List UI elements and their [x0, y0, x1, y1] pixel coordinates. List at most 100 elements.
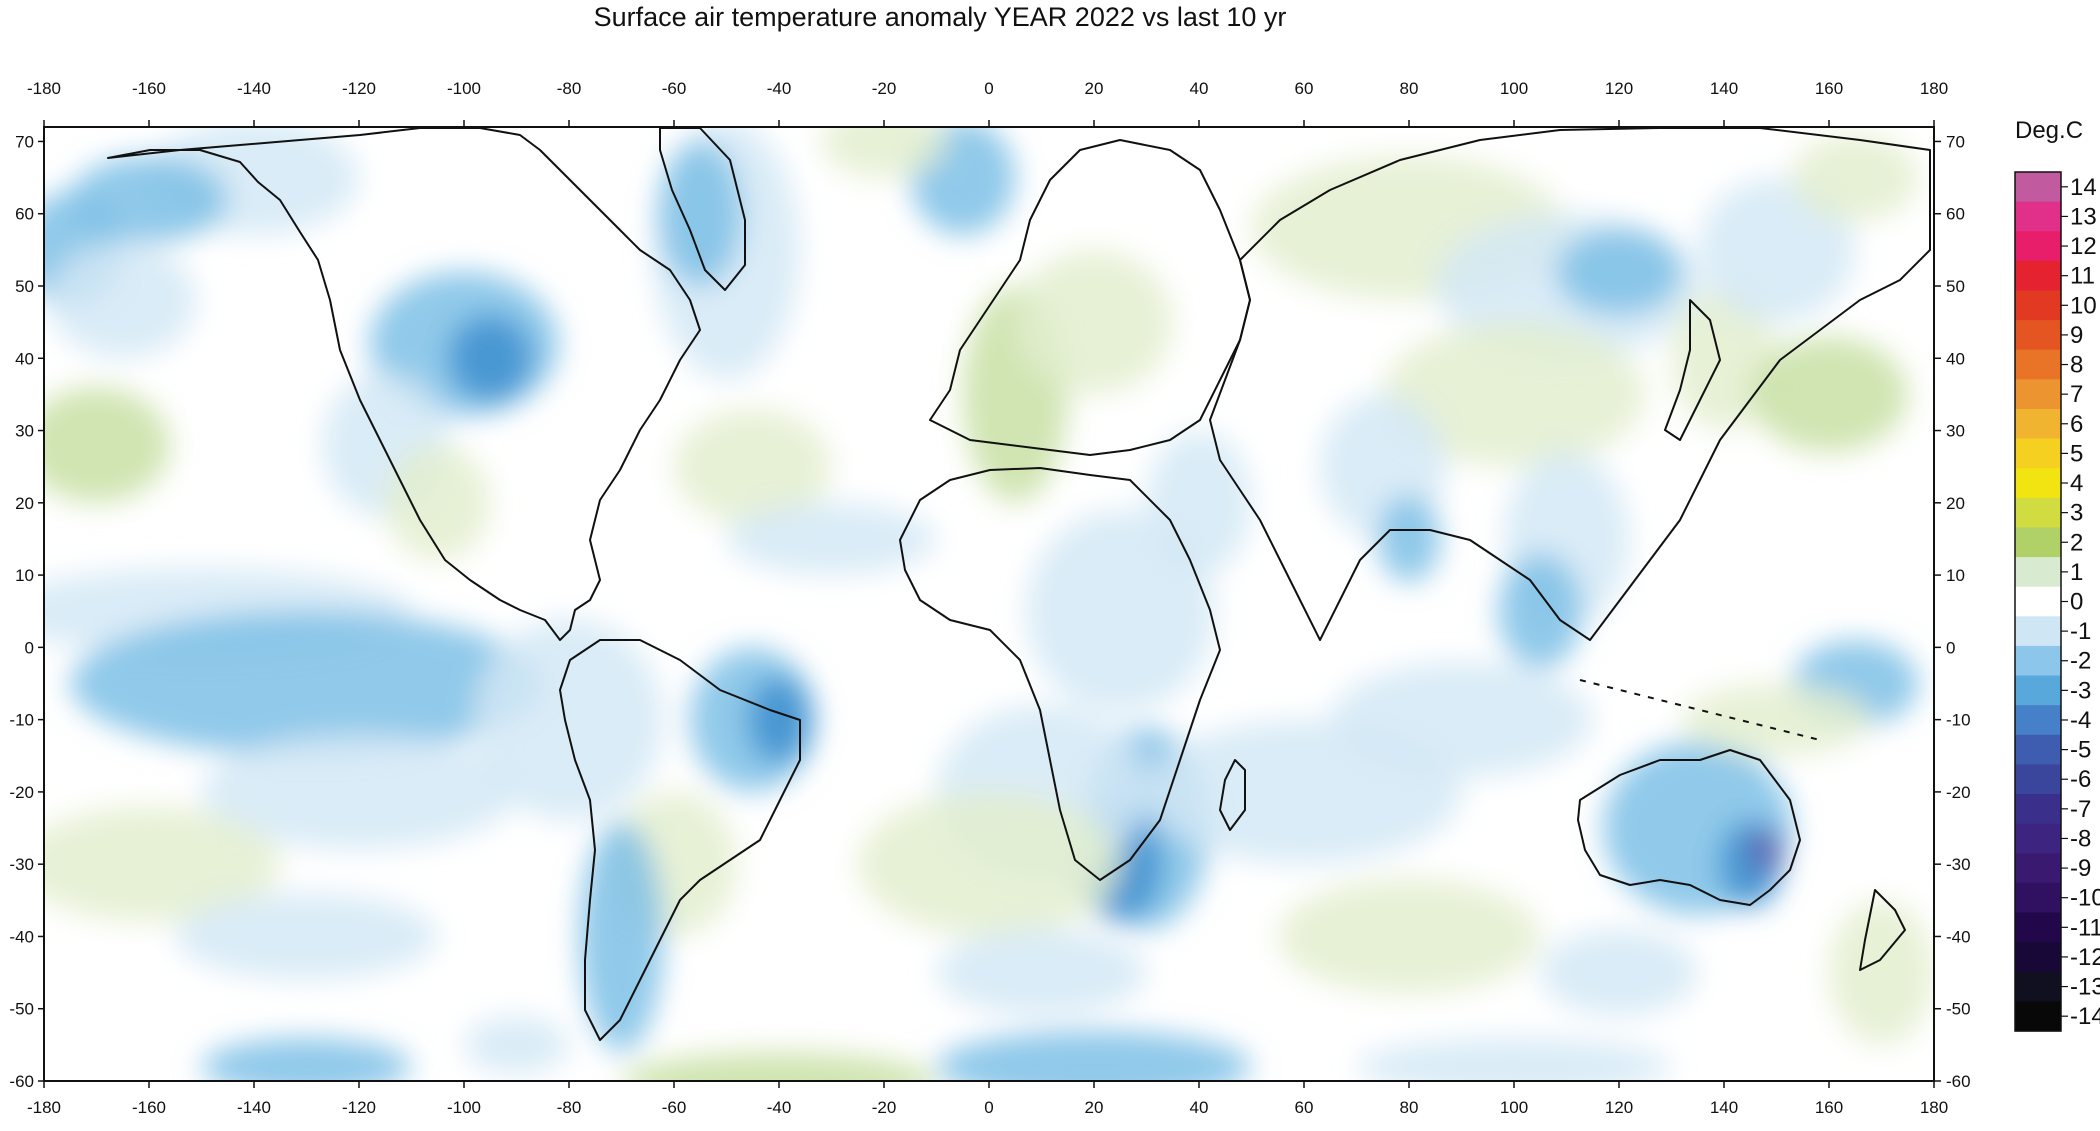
longitude-axis-bottom: -180 -160 -140 -120 -100 -80 -60 -40 -20 0 20 40 60 8… — [27, 1081, 1948, 1117]
lat-tick-label-right: 30 — [1946, 422, 1965, 441]
lat-tick-label-left: -40 — [9, 927, 34, 946]
colorbar-tick-label: 5 — [2070, 440, 2083, 467]
anomaly-region — [44, 387, 170, 503]
colorbar-tick-label: 4 — [2070, 470, 2083, 497]
colorbar-swatch — [2015, 260, 2061, 292]
colorbar-swatch — [2015, 853, 2061, 884]
colorbar-tick-label: -7 — [2070, 796, 2091, 823]
colorbar-swatch — [2015, 379, 2061, 410]
colorbar-swatch — [2015, 764, 2061, 795]
lon-tick-label-top: -180 — [27, 79, 61, 98]
colorbar-tick-label: 3 — [2070, 500, 2083, 527]
anomaly-region — [1540, 929, 1698, 1016]
anomaly-region — [1498, 553, 1583, 670]
lon-tick-label-top: 60 — [1295, 79, 1314, 98]
lat-tick-label-right: 0 — [1946, 638, 1955, 657]
anomaly-region — [936, 1030, 1252, 1081]
colorbar-tick-label: -3 — [2070, 677, 2091, 704]
lon-tick-label-top: 160 — [1815, 79, 1843, 98]
colorbar-legend: Deg.C 14131211109876543210-1-2-3-4-5-6-7… — [2014, 117, 2100, 1032]
latitude-axis-right: 70 60 50 40 30 20 10 0 -10 -20 -30 -40 -50 -60 — [1934, 132, 1971, 1091]
lat-tick-label-right: -60 — [1946, 1072, 1971, 1091]
lat-tick-label-left: -30 — [9, 855, 34, 874]
anomaly-region — [49, 242, 197, 359]
colorbar-tick-label: -13 — [2070, 974, 2100, 1001]
lat-tick-label-left: 0 — [25, 638, 34, 657]
colorbar-swatch — [2015, 172, 2061, 203]
anomaly-region — [44, 806, 281, 922]
anomaly-region — [1556, 228, 1682, 315]
temperature-anomaly-field — [44, 127, 1934, 1081]
anomaly-region — [674, 408, 832, 525]
colorbar-unit-label: Deg.C — [2015, 117, 2083, 144]
lon-tick-label-top: 100 — [1500, 79, 1528, 98]
anomaly-region — [201, 734, 517, 850]
lat-tick-label-left: 30 — [15, 422, 34, 441]
lat-tick-label-right: 10 — [1946, 566, 1965, 585]
lon-tick-label-bottom: 180 — [1920, 1098, 1948, 1117]
anomaly-region — [201, 1037, 412, 1081]
anomaly-region — [621, 1052, 937, 1081]
anomaly-region — [658, 141, 743, 286]
colorbar-tick-label: -4 — [2070, 707, 2091, 734]
colorbar-tick-label: 14 — [2070, 174, 2097, 201]
lat-tick-label-right: 40 — [1946, 349, 1965, 368]
colorbar-swatch — [2015, 705, 2061, 736]
lat-tick-label-right: -10 — [1946, 711, 1971, 730]
anomaly-region — [747, 676, 811, 763]
colorbar-swatch — [2015, 882, 2061, 914]
latitude-axis-left: 70 60 50 40 30 20 10 0 -10 -20 -30 -40 -50 -60 — [9, 132, 44, 1091]
lat-tick-label-left: -20 — [9, 783, 34, 802]
lat-tick-label-right: 50 — [1946, 277, 1965, 296]
colorbar-swatch — [2015, 942, 2061, 973]
lat-tick-label-left: 10 — [15, 566, 34, 585]
colorbar-tick-label: 13 — [2070, 203, 2097, 230]
colorbar-tick-label: -1 — [2070, 618, 2091, 645]
colorbar-swatch — [2015, 912, 2061, 943]
colorbar-swatch — [2015, 586, 2061, 617]
anomaly-region — [1377, 495, 1441, 583]
lon-tick-label-top: 180 — [1920, 79, 1948, 98]
lat-tick-label-left: 50 — [15, 277, 34, 296]
lon-tick-label-bottom: -80 — [557, 1098, 582, 1117]
lon-tick-label-top: 40 — [1190, 79, 1209, 98]
colorbar-swatch — [2015, 349, 2061, 380]
lon-tick-label-bottom: -60 — [662, 1098, 687, 1117]
colorbar-swatch — [2015, 645, 2061, 677]
colorbar-swatch — [2015, 675, 2061, 706]
colorbar-tick-label: 0 — [2070, 589, 2083, 616]
colorbar-swatch — [2015, 201, 2061, 232]
colorbar-swatch — [2015, 231, 2061, 262]
anomaly-region — [1146, 430, 1252, 576]
anomaly-region — [936, 929, 1147, 1016]
colorbar-tick-label: 7 — [2070, 381, 2083, 408]
anomaly-region — [385, 445, 491, 561]
anomaly-region — [70, 611, 543, 756]
colorbar-tick-label: 11 — [2070, 263, 2095, 290]
colorbar-swatch — [2015, 557, 2061, 588]
colorbar-tick-label: -9 — [2070, 855, 2091, 882]
lon-tick-label-top: -160 — [132, 79, 166, 98]
coast-africa — [899, 467, 1221, 881]
colorbar-tick-label: 1 — [2070, 559, 2083, 586]
lat-tick-label-left: -50 — [9, 1000, 34, 1019]
coast-australia — [1577, 749, 1801, 906]
lon-tick-label-top: 140 — [1710, 79, 1738, 98]
lon-tick-label-bottom: 120 — [1605, 1098, 1633, 1117]
lat-tick-label-right: 60 — [1946, 205, 1965, 224]
anomaly-region — [821, 127, 947, 178]
anomaly-region — [464, 1015, 569, 1074]
colorbar-swatch — [2015, 320, 2061, 351]
anomaly-region — [1330, 661, 1593, 778]
colorbar-swatch — [2015, 408, 2061, 440]
colorbar-swatch — [2015, 616, 2061, 647]
lon-tick-label-bottom: 60 — [1295, 1098, 1314, 1117]
anomaly-region — [857, 791, 1121, 937]
anomaly-region — [726, 502, 937, 576]
lon-tick-label-bottom: -180 — [27, 1098, 61, 1117]
anomaly-region — [1277, 878, 1541, 995]
lon-tick-label-bottom: -20 — [872, 1098, 897, 1117]
colorbar-tick-label: 6 — [2070, 411, 2083, 438]
anomaly-region — [1697, 177, 1856, 323]
